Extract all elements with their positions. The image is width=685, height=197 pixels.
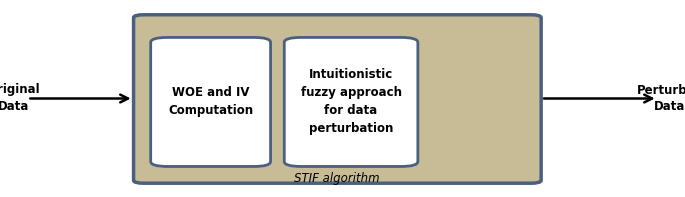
FancyBboxPatch shape bbox=[134, 15, 541, 183]
Text: STIF algorithm: STIF algorithm bbox=[294, 172, 379, 185]
Text: Intuitionistic
fuzzy approach
for data
perturbation: Intuitionistic fuzzy approach for data p… bbox=[301, 68, 401, 136]
Text: Original
Data: Original Data bbox=[0, 84, 40, 113]
FancyBboxPatch shape bbox=[284, 37, 418, 166]
Text: WOE and IV
Computation: WOE and IV Computation bbox=[168, 86, 253, 117]
FancyBboxPatch shape bbox=[151, 37, 271, 166]
Text: Perturbed
Data: Perturbed Data bbox=[636, 84, 685, 113]
